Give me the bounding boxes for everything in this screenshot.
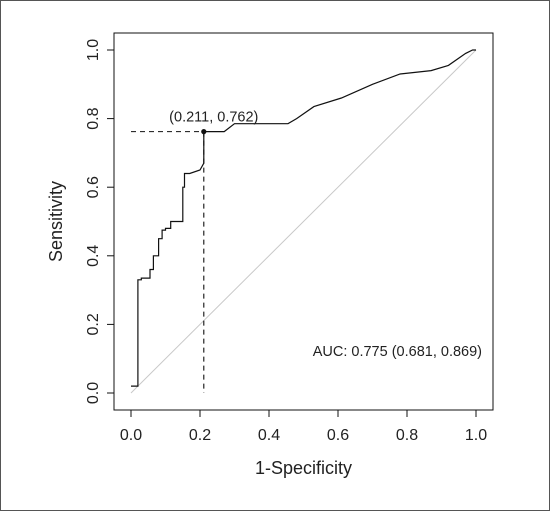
y-tick-label: 1.0 (85, 39, 102, 61)
x-tick-label: 1.0 (465, 427, 487, 444)
roc-curve (131, 49, 476, 387)
y-tick-label: 0.2 (85, 313, 102, 335)
x-axis-title: 1-Specificity (255, 458, 352, 478)
x-tick-label: 0.8 (396, 427, 418, 444)
y-tick-label: 0.6 (85, 176, 102, 198)
y-tick-label: 0.8 (85, 107, 102, 129)
y-tick-label: 0.4 (85, 245, 102, 267)
x-tick-label: 0.0 (120, 427, 142, 444)
x-tick-label: 0.4 (258, 427, 280, 444)
reference-diagonal-line (130, 49, 477, 394)
y-axis-title: Sensitivity (46, 181, 66, 262)
x-tick-label: 0.2 (189, 427, 211, 444)
auc-annotation: AUC: 0.775 (0.681, 0.869) (313, 344, 482, 360)
x-axis: 0.0 0.2 0.4 0.6 0.8 1.0 (120, 409, 487, 444)
cutoff-point-marker (201, 129, 207, 135)
cutoff-point-label: (0.211, 0.762) (169, 110, 258, 126)
y-axis: 0.0 0.2 0.4 0.6 0.8 1.0 (85, 39, 115, 404)
x-tick-label: 0.6 (327, 427, 349, 444)
y-tick-label: 0.0 (85, 382, 102, 404)
